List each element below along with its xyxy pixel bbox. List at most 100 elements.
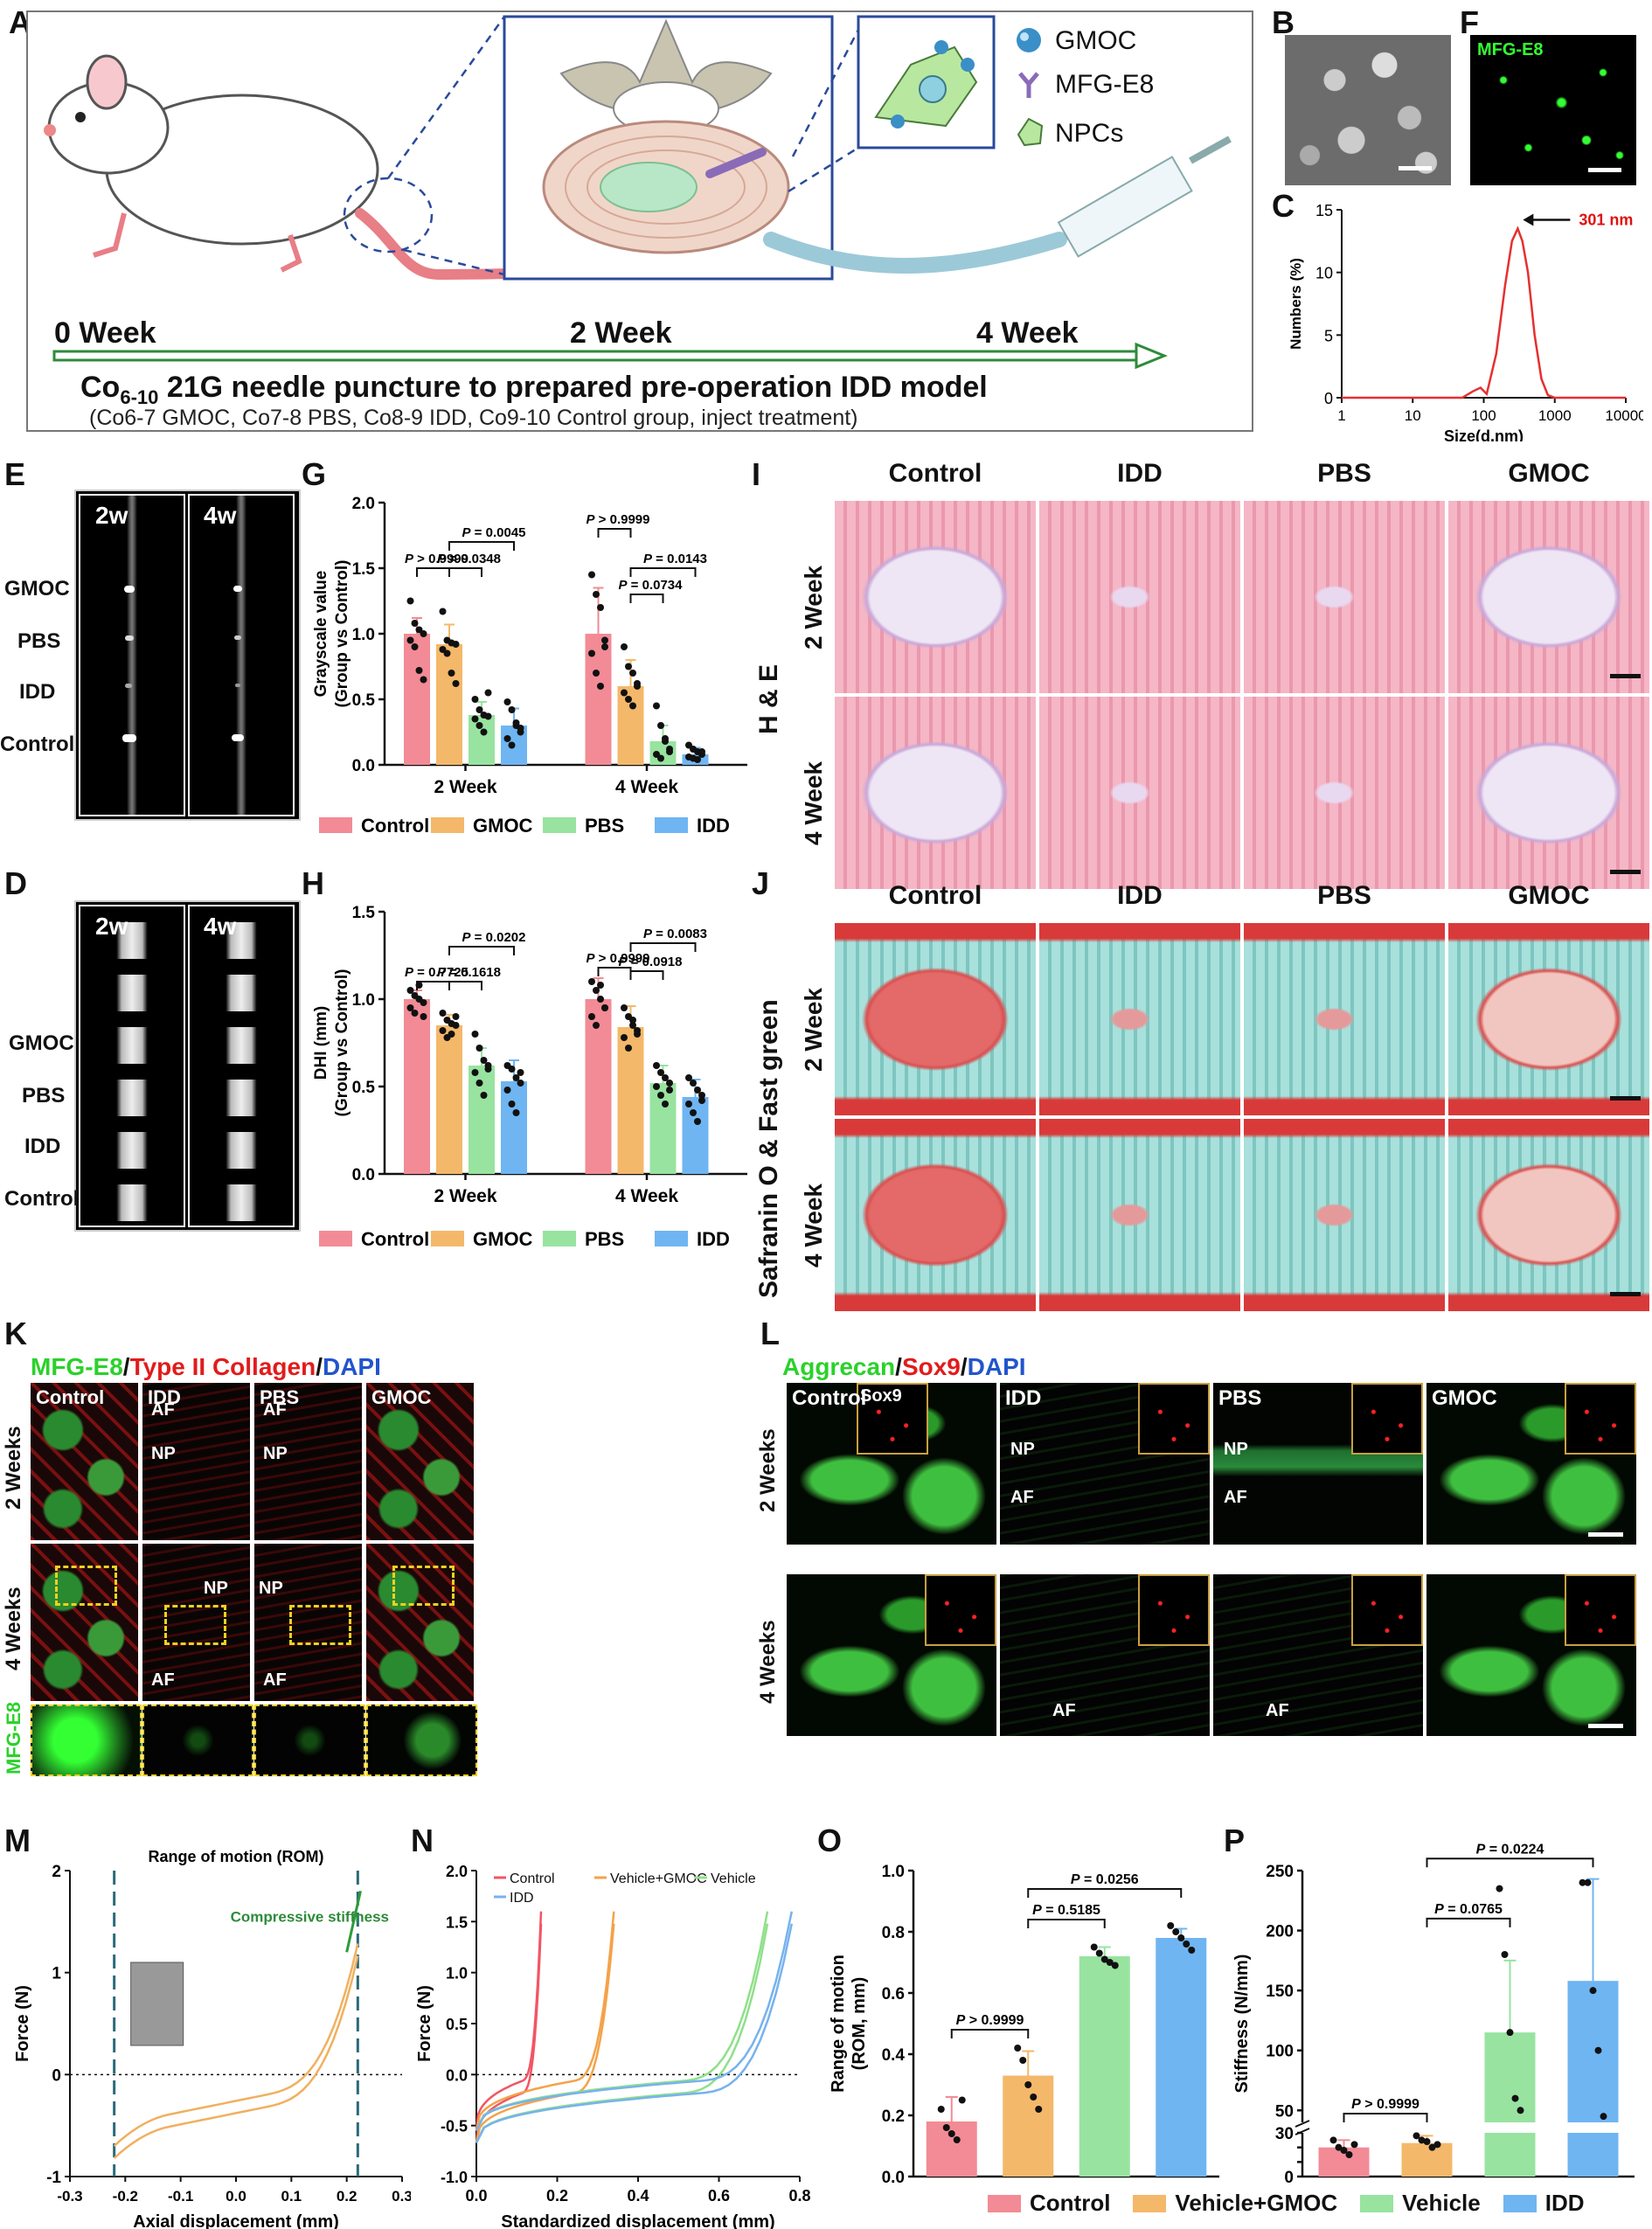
chartH-sig-label: P > 0.9999 [587, 951, 650, 966]
m-stiffness-line [345, 1891, 362, 1953]
o-data-point [1106, 1959, 1114, 1966]
legend-mfge8: MFG-E8 [1055, 70, 1154, 99]
m-x-tick-label: 0.0 [226, 2188, 246, 2205]
o-data-point [1035, 2106, 1043, 2113]
chartG-data-point [625, 663, 632, 670]
hist-image-control [835, 501, 1036, 693]
p-data-point [1433, 2141, 1441, 2149]
chartG-data-point [621, 689, 628, 697]
chartG-y-label-2: (Group vs Control) [333, 560, 351, 708]
p-bar-low-segment [1567, 2133, 1619, 2177]
hist-image-idd [1039, 697, 1240, 889]
chartH-data-point [653, 1062, 660, 1069]
chartG-legend-label: PBS [585, 815, 624, 837]
chartH-data-point [601, 1004, 608, 1011]
o-data-point [942, 2124, 950, 2131]
chartH-data-point [517, 1080, 524, 1087]
o-data-point [1030, 2094, 1038, 2101]
p-bar [1401, 2142, 1453, 2177]
k-image-gmoc-0: GMOC [366, 1383, 474, 1540]
chartG-sig-label: P = 0.0348 [437, 552, 501, 566]
p-y-label: Stiffness (N/mm) [1232, 1955, 1252, 2094]
c-x-tick-label: 1000 [1538, 407, 1572, 424]
chartG-data-point [439, 608, 447, 615]
chartG-data-point [634, 680, 641, 687]
hist-row-0: 2 Week [800, 988, 827, 1072]
o-data-point [1183, 1941, 1190, 1948]
chartG-sig-bracket [416, 567, 450, 577]
m-stiffness-label: Compressive stiffness [231, 1908, 389, 1925]
c-y-label: Numbers (%) [1288, 258, 1304, 350]
o-data-point [1024, 2081, 1032, 2088]
stiffness-bar-chart: 0 30 50 100 150 200 250 Stiffness (N/mm) P > 0.9… [1232, 1842, 1635, 2187]
chartG-data-point [448, 670, 455, 677]
hist-row-0: 2 Week [800, 566, 827, 649]
chartG-data-point [597, 683, 604, 690]
n-y-tick-label: 1.5 [446, 1913, 468, 1931]
n-y-tick-label: 2.0 [446, 1863, 468, 1880]
n-y-label: Force (N) [415, 1985, 434, 2062]
c-x-tick-label: 10 [1405, 407, 1421, 424]
p-data-point [1600, 2113, 1607, 2121]
k-np-label: NP [204, 1579, 228, 1598]
p-data-point [1340, 2147, 1348, 2154]
n-x-tick-label: 0.4 [627, 2187, 649, 2205]
l-af-label: AF [1224, 1488, 1247, 1507]
mri-row-gmoc: GMOC [4, 577, 70, 601]
p-y-tick-label: 200 [1266, 1923, 1294, 1941]
hist-col-control: Control [888, 881, 982, 910]
panel-label-j: J [752, 865, 770, 901]
mech-legend-swatch [1360, 2194, 1394, 2212]
chartG-legend-label: IDD [697, 815, 730, 837]
chartH-legend-swatch [319, 1231, 352, 1246]
l-sox9-inset [1138, 1383, 1210, 1455]
grayscale-bar-chart: 0.0 0.5 1.0 1.5 2.0 Grayscale value (Group vs … [312, 495, 747, 837]
chartH-legend-label: GMOC [473, 1228, 533, 1250]
panel-label-l: L [760, 1316, 780, 1351]
mech-legend-swatch [988, 2194, 1021, 2212]
chartG-data-point [484, 712, 492, 720]
chartH-y-label-2: (Group vs Control) [333, 969, 351, 1117]
n-y-tick-label: 1.0 [446, 1965, 468, 1982]
p-y-tick-label: 150 [1266, 1982, 1294, 2001]
k-col-label: GMOC [371, 1386, 432, 1408]
chartH-data-point [593, 987, 600, 994]
chartH-data-point [625, 1045, 632, 1052]
o-data-point [1019, 2057, 1027, 2064]
chartG-data-point [508, 706, 516, 713]
chartH-data-point [480, 1092, 488, 1099]
m-x-tick-label: -0.2 [113, 2188, 138, 2205]
title-part-0: Aggrecan [782, 1353, 896, 1380]
n-curve-vehicle+gmoc [475, 1911, 615, 2131]
timeline-2: 2 Week [570, 316, 672, 350]
chartH-data-point [439, 1010, 447, 1017]
chartH-data-point [694, 1118, 701, 1125]
chartH-y-tick-label: 0.0 [352, 1166, 375, 1184]
chartH-data-point [475, 1080, 483, 1087]
chartH-legend-label: IDD [697, 1228, 730, 1250]
hist-image-pbs [1244, 501, 1445, 693]
k-mfg-e8-zoom-1 [142, 1705, 253, 1776]
hist-image-idd [1039, 1119, 1240, 1311]
chartH-data-point [621, 1004, 628, 1011]
title-part-1: / [122, 1353, 130, 1380]
l-image-control-0: Control Sox9 [787, 1383, 996, 1545]
chartG-sig-bracket [448, 567, 482, 577]
mech-legend-label: IDD [1544, 2190, 1585, 2216]
panel-label-c: C [1272, 188, 1295, 224]
n-legend-label: Vehicle [711, 1871, 756, 1886]
hist-image-pbs [1244, 1119, 1445, 1311]
chartG-y-label-1: Grayscale value [312, 571, 330, 698]
mech-legend-swatch [1503, 2194, 1537, 2212]
chartG-legend-swatch [431, 817, 464, 833]
l-np-label: NP [1224, 1440, 1248, 1459]
mech-legend-label: Vehicle [1402, 2190, 1481, 2216]
chartH-sig-label: P = 0.0202 [462, 930, 526, 945]
o-data-point [1188, 1947, 1196, 1954]
p-data-point [1345, 2151, 1353, 2158]
o-data-point [1095, 1949, 1103, 1957]
c-x-tick-label: 1 [1337, 407, 1345, 424]
chartG-sig-label: P > 0.9999 [405, 552, 469, 566]
chartH-data-point [452, 1013, 460, 1020]
chartG-legend-label: Control [361, 815, 429, 837]
